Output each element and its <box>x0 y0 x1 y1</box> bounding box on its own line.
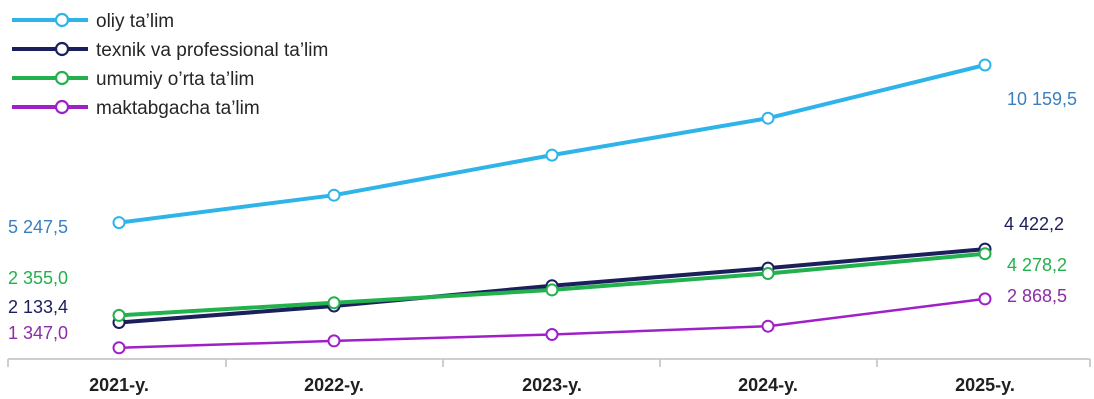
x-tick-label: 2021-y. <box>89 375 149 395</box>
legend-entry: oliy ta’lim <box>96 11 174 32</box>
data-label: 2 868,5 <box>1007 286 1067 306</box>
data-point <box>761 111 775 125</box>
data-labels: 5 247,5 10 159,5 2 133,4 4 422,2 2 355,0 4 27… <box>8 89 1077 343</box>
x-tick-label: 2022-y. <box>304 375 364 395</box>
data-point <box>545 328 559 341</box>
legend-entry: maktabgacha ta’lim <box>96 98 260 119</box>
legend-swatch-marker <box>54 70 70 86</box>
data-point <box>327 188 341 202</box>
legend: oliy ta’lim texnik va professional ta’lim… <box>12 11 328 119</box>
data-point <box>112 216 126 230</box>
data-point <box>327 334 341 348</box>
data-point <box>327 296 341 310</box>
data-label: 4 278,2 <box>1007 255 1067 275</box>
data-point <box>978 292 992 306</box>
data-point <box>545 283 559 297</box>
series-lines <box>112 58 992 355</box>
data-label: 10 159,5 <box>1007 89 1077 109</box>
legend-swatch-marker <box>54 12 70 28</box>
legend-entry: umumiy o’rta ta’lim <box>96 69 254 90</box>
legend-entry: texnik va professional ta’lim <box>96 40 328 61</box>
data-point <box>761 267 775 280</box>
data-point <box>112 341 126 355</box>
data-point <box>545 148 559 162</box>
x-tick-label: 2024-y. <box>738 375 798 395</box>
x-tick-label: 2023-y. <box>522 375 582 395</box>
legend-swatch-marker <box>54 41 70 57</box>
data-label: 2 355,0 <box>8 268 68 288</box>
data-point <box>978 247 992 261</box>
data-point <box>112 308 126 322</box>
data-label: 2 133,4 <box>8 297 68 317</box>
data-label: 1 347,0 <box>8 323 68 343</box>
x-tick-label: 2025-y. <box>955 375 1015 395</box>
data-label: 5 247,5 <box>8 217 68 237</box>
data-point <box>761 319 775 333</box>
legend-swatch-marker <box>54 99 70 115</box>
x-axis: 2021-y. 2022-y. 2023-y. 2024-y. 2025-y. <box>7 358 1091 395</box>
data-point <box>978 58 992 72</box>
data-label: 4 422,2 <box>1004 214 1064 234</box>
